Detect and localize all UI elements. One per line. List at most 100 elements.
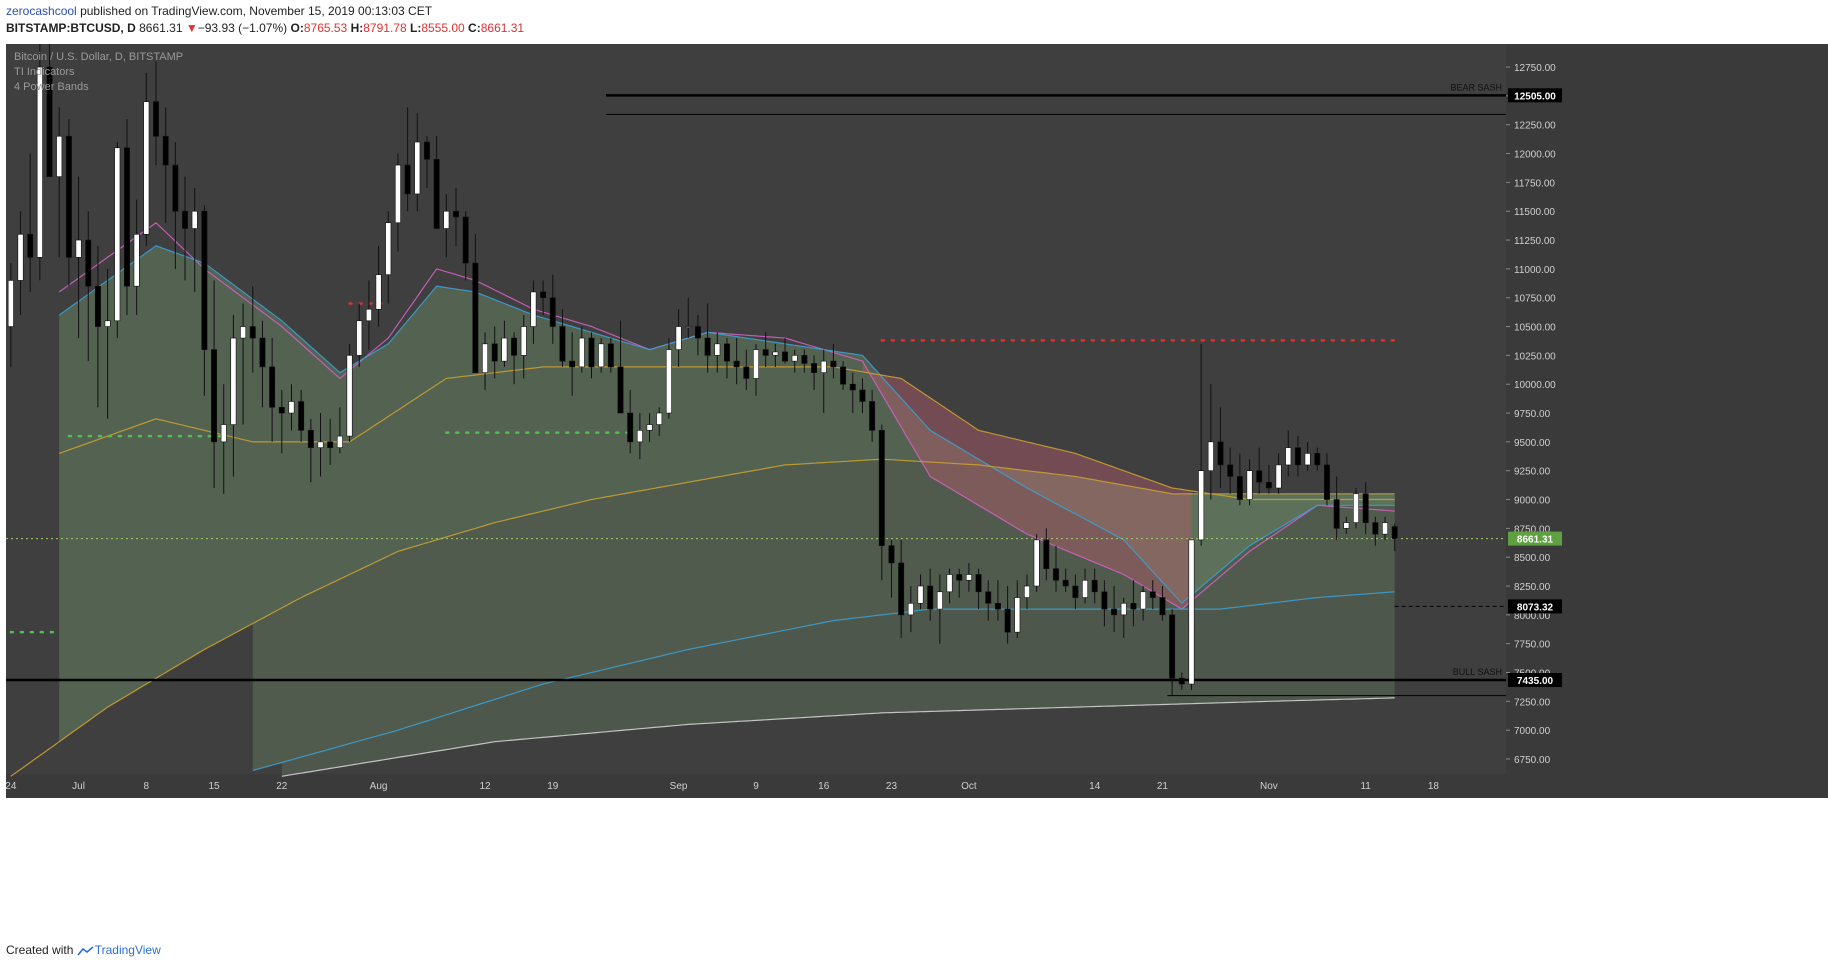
ma-line-ma_mid (58, 245, 1395, 605)
price-label-text: 7435.00 (1517, 676, 1554, 687)
candle (278, 389, 285, 454)
candle-body (269, 366, 276, 408)
candle (501, 320, 508, 367)
candle (404, 107, 411, 212)
candle (985, 580, 992, 621)
y-tick-label: 9250.00 (1514, 467, 1551, 478)
candle-body (249, 326, 256, 339)
low-value: 8555.00 (421, 21, 465, 35)
candle (191, 188, 198, 292)
candle-body (1227, 464, 1234, 477)
ma-line-ma_long_white (281, 697, 1395, 777)
candle (1391, 523, 1398, 551)
candle-body (36, 66, 43, 258)
candle-body (1130, 603, 1137, 610)
candle-body (859, 389, 866, 402)
candle (946, 568, 953, 604)
candle-body (1256, 470, 1263, 483)
candle (472, 234, 479, 373)
candle (7, 263, 14, 367)
candle-body (801, 355, 808, 364)
candle-body (636, 430, 643, 443)
candle (85, 211, 92, 362)
candles[interactable] (7, 26, 1398, 696)
price-axis-background[interactable] (1506, 44, 1828, 774)
y-tick-label: 7000.00 (1514, 726, 1551, 737)
candle-body (27, 233, 34, 258)
candle (559, 309, 566, 367)
candle (994, 580, 1001, 621)
candle-body (1314, 453, 1321, 466)
plot-background (6, 44, 1506, 774)
candle (453, 188, 459, 246)
candle-body (946, 574, 953, 593)
candle-body (549, 297, 556, 327)
candle-body (898, 562, 905, 616)
chart-area[interactable]: 12750.0012500.0012250.0012000.0011750.00… (5, 26, 1828, 932)
candle (1149, 580, 1156, 610)
candle-body (394, 164, 401, 224)
candle-body (1004, 608, 1011, 633)
candle-body (646, 424, 653, 431)
candle (917, 574, 924, 610)
y-tick-label: 9750.00 (1514, 409, 1551, 420)
candle-body (656, 412, 663, 425)
candle (849, 372, 856, 414)
candle (1256, 447, 1263, 494)
candle-body (46, 66, 53, 177)
candle-body (56, 135, 63, 177)
candle-body (1082, 579, 1088, 598)
candle (1120, 597, 1127, 638)
candle (414, 113, 421, 212)
candle (433, 136, 440, 229)
candle (114, 142, 121, 339)
candle-body (1294, 447, 1301, 466)
candle (424, 136, 430, 189)
candle-body (694, 326, 701, 339)
candle (336, 407, 343, 454)
candle-body (1033, 539, 1040, 587)
candle (1217, 407, 1224, 488)
y-tick-label: 11750.00 (1514, 178, 1555, 189)
candle (1033, 534, 1040, 592)
candle-body (259, 337, 266, 368)
x-tick-label: 14 (1089, 781, 1101, 792)
author-link[interactable]: zerocashcool (6, 4, 77, 18)
candle (578, 326, 585, 373)
candle-body (849, 383, 856, 391)
legend-bands: 4 Power Bands (14, 81, 89, 93)
power-bands (59, 245, 1395, 777)
candle-body (607, 343, 614, 368)
candle (307, 418, 314, 483)
candle-body (907, 603, 914, 616)
y-tick-label: 10000.00 (1514, 380, 1556, 391)
candle (1188, 539, 1195, 690)
y-tick-label: 7750.00 (1514, 640, 1551, 651)
candle-body (162, 135, 169, 166)
candle (530, 280, 537, 344)
y-tick-label: 8750.00 (1514, 524, 1551, 535)
tradingview-brand[interactable]: TradingView (94, 943, 161, 957)
candle (27, 153, 34, 292)
candle (965, 562, 972, 592)
candle-body (1285, 447, 1292, 466)
candle (375, 245, 382, 327)
candle (443, 193, 450, 258)
candle (714, 332, 721, 373)
time-axis-background[interactable] (6, 774, 1828, 798)
candle-body (772, 351, 779, 356)
candle-body (1217, 441, 1224, 466)
candle (1207, 384, 1214, 500)
candle-body (578, 337, 585, 368)
down-arrow-icon: ▼ (185, 21, 198, 35)
candle (1169, 609, 1176, 696)
candle-body (617, 366, 624, 414)
candle-body (665, 349, 672, 414)
x-tick-label: 16 (818, 781, 830, 792)
candle (617, 320, 624, 414)
candle (907, 586, 914, 633)
candle (1072, 574, 1079, 610)
candle (888, 539, 895, 598)
price-chart[interactable]: 12750.0012500.0012250.0012000.0011750.00… (5, 26, 1828, 932)
x-tick-label: 8 (144, 781, 150, 792)
